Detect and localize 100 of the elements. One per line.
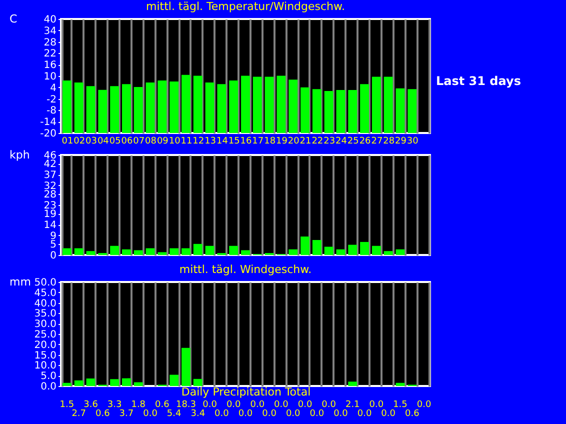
x-tick-label: 16 <box>240 136 252 146</box>
bar <box>134 382 143 386</box>
bar <box>62 382 72 386</box>
bar <box>182 74 190 133</box>
bar <box>170 82 179 133</box>
bar <box>384 251 393 255</box>
y-axis-title: mm <box>10 276 31 288</box>
data-label: 0.6 <box>404 409 420 419</box>
x-tick-label: 23 <box>324 136 336 146</box>
y-tick-label: 40.0 <box>34 298 56 310</box>
data-label: 5.4 <box>166 409 182 419</box>
bar <box>217 84 226 133</box>
x-tick-label: 04 <box>97 136 110 146</box>
data-label: 0.6 <box>155 400 170 410</box>
y-tick-label: 50.0 <box>34 278 56 288</box>
data-label: 0.0 <box>416 400 432 410</box>
bar <box>324 91 334 133</box>
x-tick-label: 20 <box>288 136 300 146</box>
y-tick-label: 28 <box>44 190 56 201</box>
x-tick-label: 28 <box>383 136 395 146</box>
bar <box>408 89 417 133</box>
y-tick-label: 25.0 <box>34 330 56 340</box>
x-tick-label: 18 <box>264 136 276 146</box>
data-label: 0.0 <box>298 400 312 410</box>
data-label: 2.7 <box>72 409 86 419</box>
bar <box>396 88 405 133</box>
data-label: 0.0 <box>381 409 396 419</box>
data-label: 2.1 <box>345 400 360 410</box>
y-tick-label: 30.0 <box>34 319 56 330</box>
bar <box>110 379 120 386</box>
bar <box>264 76 274 133</box>
bar <box>193 244 202 255</box>
data-label: 0.0 <box>369 400 384 410</box>
bar <box>300 87 310 133</box>
x-tick-label: 06 <box>121 136 133 146</box>
y-tick-label: 42 <box>44 159 56 170</box>
bar <box>134 87 143 133</box>
data-label: 18.3 <box>176 400 196 410</box>
data-label: 0.0 <box>143 409 158 419</box>
x-tick-label: 07 <box>133 136 145 146</box>
bar <box>396 382 405 386</box>
data-label: 0.0 <box>250 400 265 410</box>
bar <box>62 80 72 133</box>
y-tick-label: 22 <box>44 48 56 60</box>
x-tick-label: 29 <box>395 136 407 146</box>
x-tick-label: 02 <box>74 136 86 146</box>
y-tick-label: 19 <box>44 209 56 220</box>
bar <box>396 249 405 255</box>
bar <box>312 89 322 133</box>
y-tick-label: 37 <box>44 170 56 182</box>
x-tick-label: 12 <box>192 136 204 146</box>
y-tick-label: 45.0 <box>34 288 56 299</box>
bar <box>193 378 202 386</box>
x-tick-label: 24 <box>336 136 348 146</box>
data-label: 0.0 <box>286 409 301 419</box>
y-tick-label: -20 <box>40 128 56 140</box>
data-label: 0.6 <box>95 409 110 419</box>
y-tick-label: 0 <box>50 250 56 262</box>
bar <box>348 382 358 386</box>
bar <box>74 82 84 133</box>
x-tick-label: 17 <box>252 136 264 146</box>
x-tick-label: 13 <box>204 136 216 146</box>
bar <box>158 80 167 133</box>
bar <box>205 246 214 255</box>
bar <box>110 86 120 133</box>
bar <box>300 236 310 255</box>
data-label: 1.5 <box>393 400 408 410</box>
bar <box>288 80 298 133</box>
x-tick-label: 08 <box>145 136 157 146</box>
bar <box>62 248 72 255</box>
data-label: 0.0 <box>322 400 336 410</box>
bar <box>205 82 214 133</box>
bar <box>324 246 334 255</box>
data-label: 0.0 <box>202 400 218 410</box>
bar <box>252 76 262 133</box>
bar <box>276 76 286 133</box>
y-axis-title: C <box>10 12 18 26</box>
x-tick-label: 09 <box>156 136 169 146</box>
data-label: 0.0 <box>357 409 372 419</box>
x-tick-label: 15 <box>228 136 240 146</box>
text: Last 31 days <box>436 74 521 88</box>
x-tick-label: 25 <box>347 136 359 146</box>
bar <box>372 76 381 133</box>
y-tick-label: -2 <box>46 94 56 106</box>
y-tick-label: 14 <box>44 220 56 232</box>
bar <box>336 90 346 133</box>
bar <box>193 76 202 133</box>
x-tick-label: 03 <box>86 136 97 146</box>
y-tick-label: 20.0 <box>34 340 56 351</box>
bar <box>74 248 84 255</box>
x-tick-label: 21 <box>300 136 312 146</box>
y-tick-label: 15.0 <box>34 350 56 362</box>
data-label: 0.0 <box>334 409 348 419</box>
x-axis-title: Daily Precipitation Total <box>181 386 311 398</box>
bar <box>98 90 108 133</box>
bar <box>146 248 155 255</box>
x-tick-label: 01 <box>62 136 74 146</box>
bar <box>312 240 322 255</box>
bar <box>288 249 298 255</box>
bar <box>110 246 120 255</box>
